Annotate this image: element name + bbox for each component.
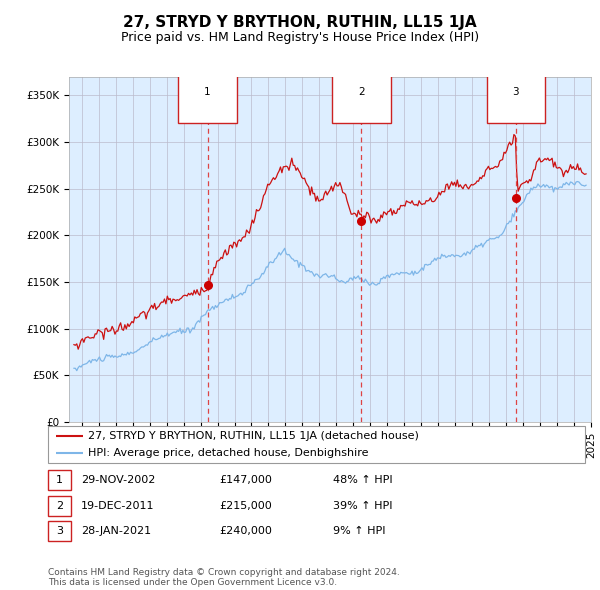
Text: 48% ↑ HPI: 48% ↑ HPI <box>333 476 392 485</box>
Text: 9% ↑ HPI: 9% ↑ HPI <box>333 526 386 536</box>
Text: 3: 3 <box>56 526 63 536</box>
Text: 27, STRYD Y BRYTHON, RUTHIN, LL15 1JA: 27, STRYD Y BRYTHON, RUTHIN, LL15 1JA <box>123 15 477 30</box>
Text: 27, STRYD Y BRYTHON, RUTHIN, LL15 1JA (detached house): 27, STRYD Y BRYTHON, RUTHIN, LL15 1JA (d… <box>88 431 419 441</box>
Text: £215,000: £215,000 <box>219 501 272 510</box>
Text: Price paid vs. HM Land Registry's House Price Index (HPI): Price paid vs. HM Land Registry's House … <box>121 31 479 44</box>
Text: 2: 2 <box>358 87 365 97</box>
Text: 1: 1 <box>56 476 63 485</box>
Text: Contains HM Land Registry data © Crown copyright and database right 2024.
This d: Contains HM Land Registry data © Crown c… <box>48 568 400 587</box>
Text: 39% ↑ HPI: 39% ↑ HPI <box>333 501 392 510</box>
Text: £147,000: £147,000 <box>219 476 272 485</box>
Text: £240,000: £240,000 <box>219 526 272 536</box>
Text: 19-DEC-2011: 19-DEC-2011 <box>81 501 155 510</box>
Text: 1: 1 <box>204 87 211 97</box>
Text: HPI: Average price, detached house, Denbighshire: HPI: Average price, detached house, Denb… <box>88 448 369 458</box>
Text: 28-JAN-2021: 28-JAN-2021 <box>81 526 151 536</box>
FancyBboxPatch shape <box>48 426 585 463</box>
Text: 2: 2 <box>56 501 63 510</box>
Text: 29-NOV-2002: 29-NOV-2002 <box>81 476 155 485</box>
Text: 3: 3 <box>512 87 519 97</box>
